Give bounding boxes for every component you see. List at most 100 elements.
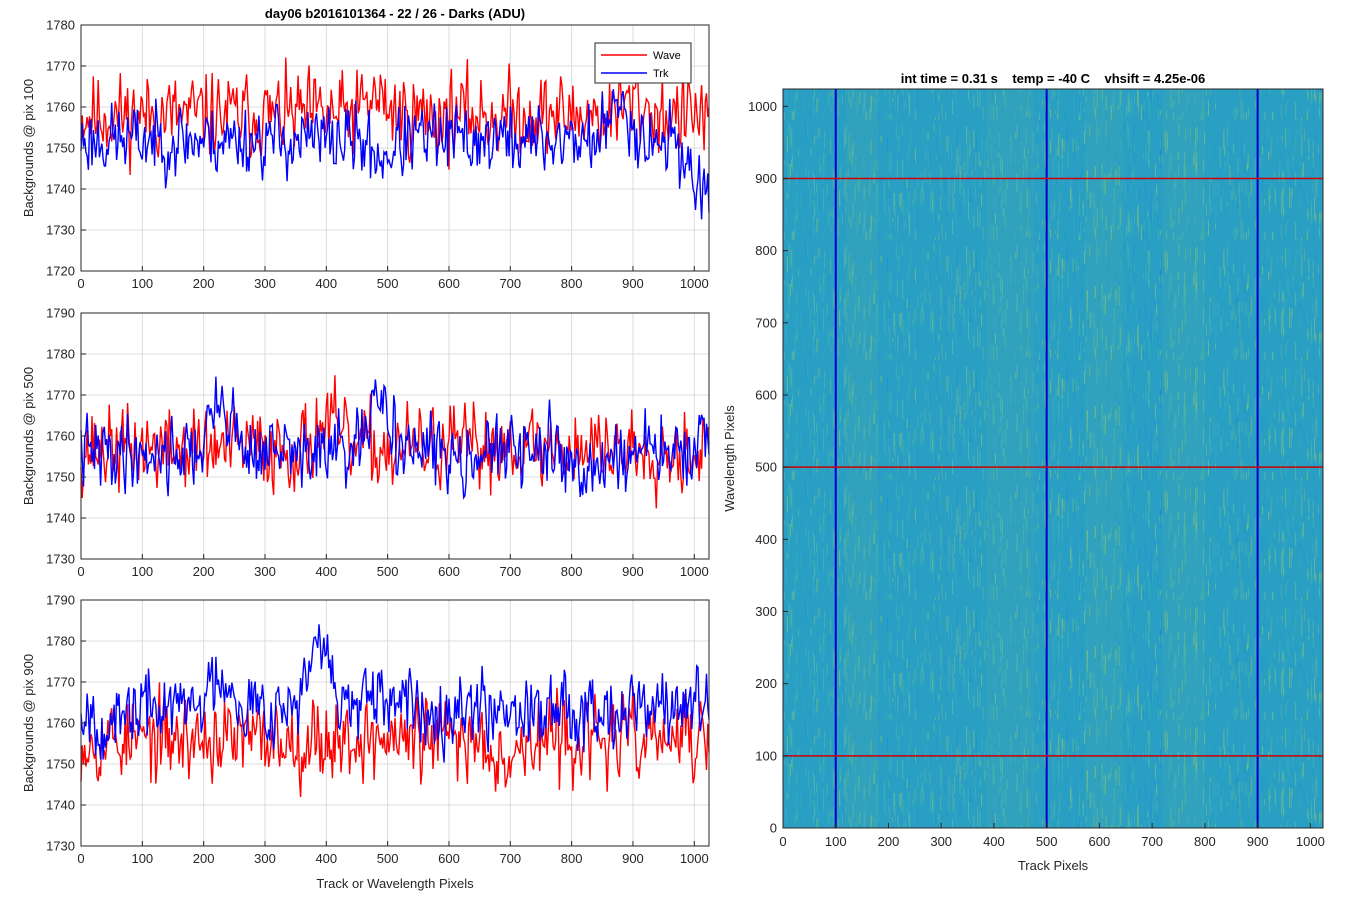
heatmap-band	[986, 89, 1034, 828]
x-tick-label: 1000	[680, 276, 709, 291]
x-tick-label: 200	[193, 851, 215, 866]
x-tick-label: 400	[315, 276, 337, 291]
x-tick-label: 600	[438, 564, 460, 579]
x-tick-label: 700	[499, 276, 521, 291]
y-tick-label: 1770	[46, 388, 75, 403]
heatmap-plot: 0 100 200 300 400 500 600 700 800 900 1000 0 100 200 3…	[722, 71, 1325, 873]
x-tick-label: 900	[622, 564, 644, 579]
x-tick-label: 600	[438, 851, 460, 866]
y-axis-label: Backgrounds @ pix 100	[21, 79, 36, 217]
y-tick-label: 1730	[46, 839, 75, 854]
x-tick-label: 0	[77, 276, 84, 291]
x-tick-label: 0	[779, 834, 786, 849]
y-tick-label: 1760	[46, 716, 75, 731]
x-tick-label: 300	[254, 564, 276, 579]
x-tick-label: 500	[377, 851, 399, 866]
x-tick-label: 900	[622, 851, 644, 866]
series-line-trk	[80, 89, 710, 220]
y-tick-label: 1760	[46, 100, 75, 115]
x-tick-label: 100	[825, 834, 847, 849]
x-tick-label: 700	[499, 564, 521, 579]
x-tick-label: 600	[1089, 834, 1111, 849]
x-tick-label: 400	[983, 834, 1005, 849]
y-tick-label: 1740	[46, 798, 75, 813]
legend-box	[594, 42, 692, 84]
heatmap-band	[846, 89, 878, 828]
line-plot-pix-100: 0 100 200 300 400 500 600 700 800 900 1000 1720 1730…	[21, 6, 710, 291]
series-line-trk	[80, 624, 710, 763]
y-tick-label: 1770	[46, 59, 75, 74]
y-tick-label: 1790	[46, 593, 75, 608]
x-tick-label: 900	[622, 276, 644, 291]
y-tick-label: 700	[755, 315, 777, 330]
y-tick-label: 1000	[748, 99, 777, 114]
x-tick-label: 0	[77, 564, 84, 579]
x-tick-label: 400	[315, 564, 337, 579]
y-tick-label: 1790	[46, 306, 75, 321]
y-tick-label: 200	[755, 676, 777, 691]
y-tick-label: 1750	[46, 757, 75, 772]
heatmap-image	[783, 89, 1323, 828]
x-axis-label: Track Pixels	[1018, 858, 1089, 873]
y-tick-label: 0	[770, 821, 777, 836]
line-plot-pix-900: 0 100 200 300 400 500 600 700 800 900 1000 1730 1740…	[21, 593, 710, 891]
y-tick-label: 600	[755, 387, 777, 402]
x-tick-label: 700	[1141, 834, 1163, 849]
y-tick-label: 1740	[46, 511, 75, 526]
y-tick-label: 1730	[46, 552, 75, 567]
x-tick-label: 800	[561, 276, 583, 291]
x-tick-label: 600	[438, 276, 460, 291]
series-line-wave	[80, 682, 710, 798]
y-tick-label: 800	[755, 243, 777, 258]
y-tick-label: 1760	[46, 429, 75, 444]
x-tick-label: 500	[377, 564, 399, 579]
y-tick-label: 1720	[46, 264, 75, 279]
x-tick-label: 100	[131, 276, 153, 291]
y-tick-label: 1750	[46, 470, 75, 485]
y-tick-label: 1780	[46, 347, 75, 362]
y-tick-label: 1730	[46, 223, 75, 238]
x-tick-label: 0	[77, 851, 84, 866]
y-tick-label: 300	[755, 604, 777, 619]
x-tick-label: 400	[315, 851, 337, 866]
x-tick-label: 700	[499, 851, 521, 866]
heatmap-title: int time = 0.31 s temp = -40 C vhsift = …	[901, 71, 1206, 86]
x-tick-label: 1000	[680, 851, 709, 866]
y-tick-label: 900	[755, 171, 777, 186]
x-tick-label: 300	[254, 276, 276, 291]
legend: Wave Trk	[594, 42, 692, 84]
y-tick-label: 100	[755, 748, 777, 763]
series-line-trk	[80, 376, 710, 500]
x-tick-label: 300	[930, 834, 952, 849]
axes-box	[782, 88, 1324, 829]
x-axis-label: Track or Wavelength Pixels	[316, 876, 474, 891]
legend-label-trk: Trk	[653, 68, 669, 80]
chart-title: day06 b2016101364 - 22 / 26 - Darks (ADU…	[265, 6, 525, 21]
y-axis-label: Wavelength Pixels	[722, 405, 737, 512]
y-tick-label: 500	[755, 460, 777, 475]
y-tick-label: 1770	[46, 675, 75, 690]
x-tick-label: 800	[561, 851, 583, 866]
x-tick-label: 300	[254, 851, 276, 866]
x-tick-label: 100	[131, 851, 153, 866]
x-tick-label: 200	[193, 564, 215, 579]
heatmap-band	[1162, 89, 1205, 828]
y-tick-label: 1740	[46, 182, 75, 197]
x-tick-label: 900	[1247, 834, 1269, 849]
heatmap-band	[1086, 89, 1124, 828]
x-tick-label: 800	[1194, 834, 1216, 849]
x-tick-label: 1000	[680, 564, 709, 579]
y-tick-label: 1780	[46, 18, 75, 33]
x-tick-label: 1000	[1296, 834, 1325, 849]
y-tick-label: 400	[755, 532, 777, 547]
y-tick-label: 1780	[46, 634, 75, 649]
series-line-wave	[80, 57, 710, 176]
y-tick-label: 1750	[46, 141, 75, 156]
y-axis-label: Backgrounds @ pix 900	[21, 654, 36, 792]
legend-label-wave: Wave	[653, 50, 681, 62]
x-tick-label: 200	[878, 834, 900, 849]
series-line-wave	[80, 375, 710, 509]
x-tick-label: 500	[377, 276, 399, 291]
x-tick-label: 200	[193, 276, 215, 291]
